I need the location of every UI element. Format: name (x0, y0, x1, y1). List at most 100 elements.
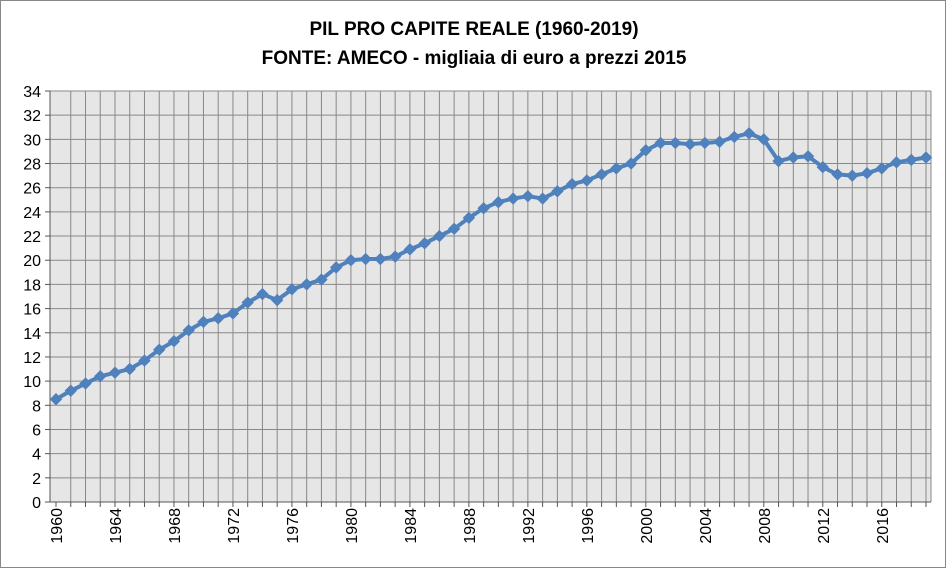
data-point-marker (315, 273, 328, 286)
data-point-marker (846, 169, 859, 182)
data-point-marker (639, 144, 653, 157)
x-tick-label: 2016 (875, 508, 892, 544)
axes (45, 90, 931, 507)
data-point-marker (256, 287, 269, 301)
data-point-marker (167, 335, 181, 348)
y-tick-label: 28 (23, 157, 41, 174)
data-point-marker (226, 307, 240, 320)
y-tick-label: 30 (23, 132, 41, 149)
data-point-marker (654, 136, 667, 150)
y-tick-label: 12 (23, 350, 41, 367)
data-point-marker (787, 151, 800, 164)
x-tick-label: 1992 (521, 508, 538, 544)
y-tick-label: 14 (23, 326, 41, 343)
data-point-marker (462, 211, 476, 225)
y-tick-label: 6 (32, 422, 41, 439)
series-line-group (49, 127, 933, 406)
y-tick-label: 0 (32, 495, 41, 512)
x-tick-label: 1960 (49, 508, 66, 544)
data-point-marker (801, 150, 815, 163)
data-point-marker (595, 168, 608, 181)
data-point-marker (49, 393, 63, 406)
data-point-marker (536, 192, 549, 205)
data-point-marker (153, 343, 166, 356)
data-point-marker (433, 229, 446, 243)
data-point-marker (418, 237, 431, 250)
data-point-marker (860, 166, 874, 180)
x-axis-tick-labels: 1960 1964 1968 1972 1976 1980 1984 1988 1992 1996… (49, 508, 892, 544)
data-point-marker (359, 252, 372, 266)
data-point-marker (211, 312, 225, 325)
chart-title: PIL PRO CAPITE REALE (1960-2019) (309, 19, 638, 40)
data-point-marker (831, 168, 844, 181)
y-tick-label: 8 (32, 398, 41, 415)
x-tick-label: 1968 (167, 508, 184, 544)
data-point-marker (875, 162, 888, 175)
data-point-marker (713, 135, 726, 148)
y-tick-label: 26 (23, 181, 41, 198)
data-point-marker (374, 252, 387, 266)
data-point-marker (241, 296, 254, 309)
y-tick-label: 2 (32, 471, 41, 488)
data-point-marker (698, 136, 712, 150)
x-tick-label: 2008 (757, 508, 774, 544)
chart-subtitle: FONTE: AMECO - migliaia di euro a prezzi… (262, 48, 687, 69)
data-point-marker (565, 177, 579, 191)
data-point-marker (64, 384, 77, 397)
y-tick-label: 18 (23, 277, 41, 294)
data-point-marker (79, 377, 92, 390)
x-tick-label: 1980 (344, 508, 361, 544)
data-point-marker (728, 130, 741, 144)
data-point-marker (610, 162, 623, 175)
data-point-marker (905, 153, 918, 167)
data-point-marker (919, 151, 933, 164)
y-tick-label: 32 (23, 108, 41, 125)
data-point-marker (108, 366, 122, 379)
data-point-marker (182, 324, 195, 337)
data-point-marker (197, 315, 210, 329)
data-point-marker (551, 185, 564, 198)
data-point-marker (890, 156, 903, 169)
data-point-marker (506, 192, 520, 205)
data-point-marker (772, 154, 785, 168)
data-point-marker (683, 137, 697, 151)
data-point-marker (816, 160, 829, 174)
x-tick-label: 1984 (403, 508, 420, 544)
x-tick-label: 2004 (698, 508, 715, 544)
data-point-marker (742, 127, 756, 140)
x-tick-label: 1988 (462, 508, 479, 544)
data-point-marker (521, 189, 535, 203)
data-point-marker (94, 370, 107, 383)
y-tick-label: 34 (23, 84, 41, 101)
data-point-marker (138, 354, 151, 367)
data-point-marker (757, 133, 771, 146)
data-point-marker (388, 250, 402, 263)
x-tick-label: 1972 (226, 508, 243, 544)
y-tick-label: 24 (23, 205, 41, 222)
data-point-marker (329, 261, 343, 274)
y-tick-label: 22 (23, 229, 41, 246)
y-tick-label: 10 (23, 374, 41, 391)
data-point-marker (447, 222, 461, 236)
data-point-marker (123, 362, 136, 376)
y-tick-label: 4 (32, 447, 41, 464)
data-point-marker (270, 293, 284, 307)
x-tick-label: 2000 (639, 508, 656, 544)
y-tick-label: 20 (23, 253, 41, 270)
data-point-marker (492, 196, 505, 209)
data-point-marker (403, 243, 417, 256)
grid-lines (50, 90, 932, 502)
plot-area (50, 91, 931, 502)
data-point-marker (624, 157, 638, 170)
x-tick-label: 1964 (108, 508, 125, 544)
data-point-marker (669, 136, 682, 150)
data-point-marker (580, 174, 594, 187)
x-tick-label: 1976 (285, 508, 302, 544)
x-tick-label: 2012 (816, 508, 833, 544)
data-point-marker (300, 278, 313, 291)
data-point-marker (477, 202, 490, 215)
y-tick-label: 16 (23, 302, 41, 319)
